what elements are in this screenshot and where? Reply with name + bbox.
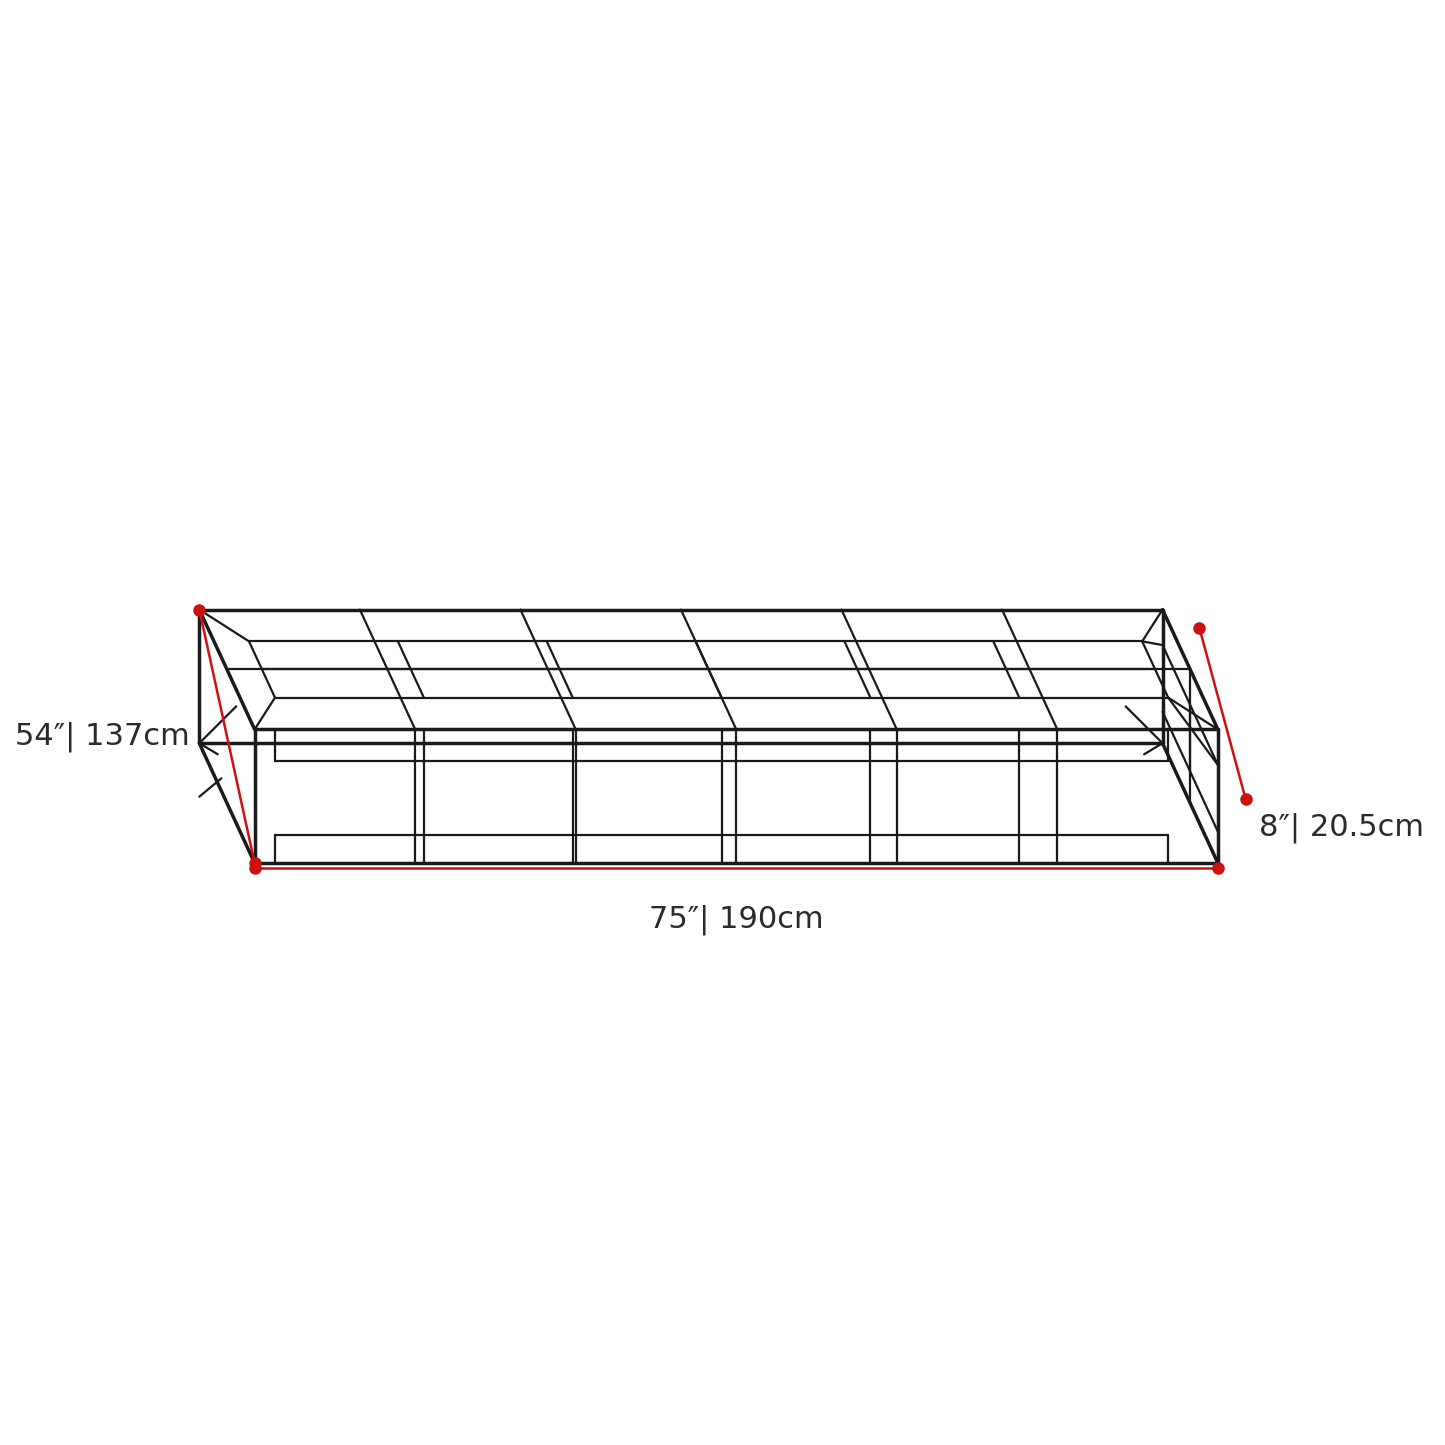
Text: 54″| 137cm: 54″| 137cm [16, 721, 191, 751]
Text: 75″| 190cm: 75″| 190cm [649, 905, 824, 935]
Text: 8″| 20.5cm: 8″| 20.5cm [1260, 812, 1425, 842]
